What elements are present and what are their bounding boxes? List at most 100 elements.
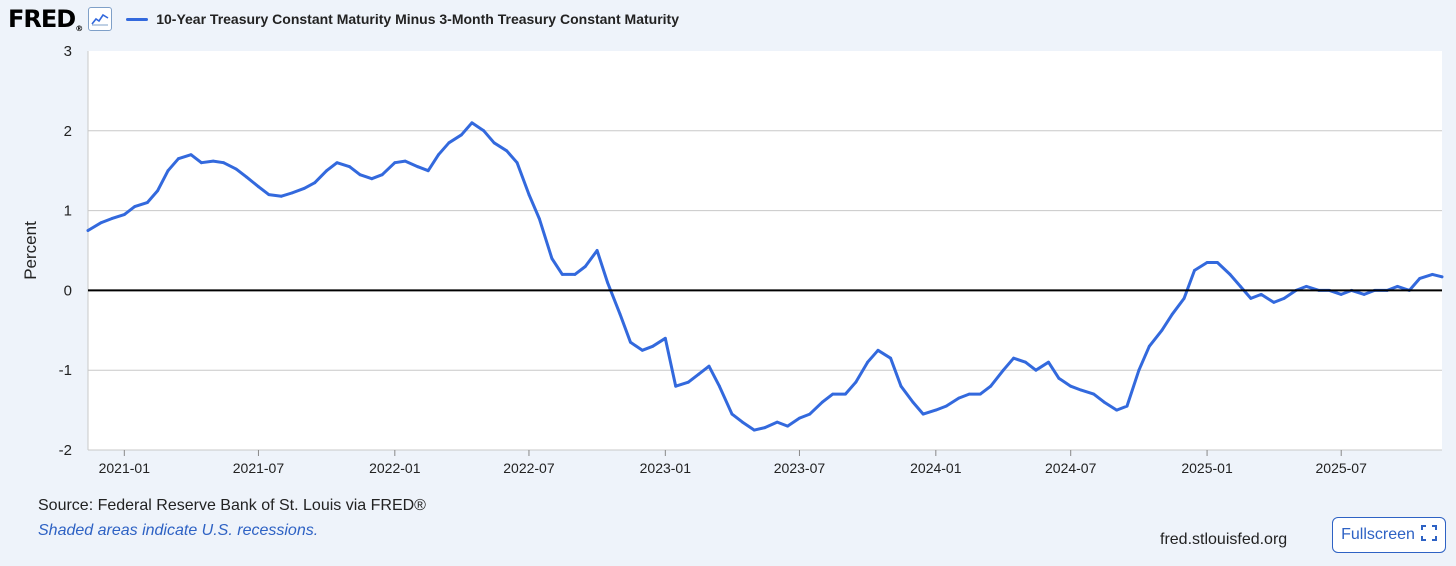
data-point [741,420,744,424]
data-point [1305,285,1308,288]
data-point [752,428,756,432]
data-point [808,412,812,416]
data-point [200,161,203,165]
data-point [899,384,903,388]
expand-icon [1420,524,1437,546]
data-point [133,205,137,209]
data-point [921,412,925,416]
y-tick-label: 2 [64,123,72,140]
fullscreen-label: Fullscreen [1341,526,1415,543]
data-point [1034,368,1038,372]
data-point [537,217,541,221]
data-point [1012,356,1015,360]
data-point [573,273,577,276]
data-point [99,221,103,225]
data-point [844,392,847,396]
data-point [460,133,463,137]
site-link[interactable]: fred.stlouisfed.org [1160,531,1288,548]
data-point [934,408,938,412]
data-point [257,185,260,189]
data-point [335,161,339,165]
data-point [1339,293,1343,296]
data-point [786,424,789,428]
fullscreen-button[interactable]: Fullscreen [1332,517,1446,553]
data-point [911,400,915,404]
data-point [1418,277,1422,280]
chart-header: FRED® 10-Year Treasury Constant Maturity… [8,4,679,34]
data-point [763,426,766,430]
data-point [876,348,880,352]
data-point [280,194,283,198]
data-point [730,412,734,416]
data-point [1249,297,1253,300]
data-point [1182,297,1186,300]
data-point [1160,328,1164,332]
y-tick-label: -2 [59,442,72,459]
data-point [1205,261,1209,264]
data-point [686,380,690,384]
data-point [1057,376,1061,380]
data-point [674,384,678,388]
data-point [403,159,407,163]
data-point [290,191,294,195]
x-tick-label: 2023-07 [774,460,826,476]
data-point [1239,285,1242,288]
data-point [1216,261,1219,264]
data-point [1259,293,1263,296]
data-point [707,364,711,368]
data-point [831,392,835,396]
data-point [697,372,701,376]
data-point [416,165,420,169]
y-tick-label: 1 [64,203,72,220]
line-chart-icon[interactable] [88,7,113,31]
data-point [595,249,599,252]
data-point [989,384,993,388]
data-point [663,336,667,340]
data-point [358,173,362,177]
data-point [447,141,451,145]
data-point [437,153,440,157]
data-point [718,384,721,388]
data-point [583,265,587,268]
x-tick-label: 2024-01 [910,460,962,476]
data-point [86,229,90,232]
data-point [629,340,632,344]
data-point [967,392,971,396]
data-point [889,356,892,360]
x-tick-label: 2021-07 [233,460,285,476]
data-point [505,149,509,153]
data-point [1170,312,1174,316]
data-point [303,186,306,190]
series-title: 10-Year Treasury Constant Maturity Minus… [156,11,679,27]
data-point [798,416,801,420]
fred-logo[interactable]: FRED® [8,5,83,33]
data-point [944,404,948,408]
data-point [1069,384,1073,388]
data-point [234,167,238,171]
x-tick-label: 2021-01 [99,460,151,476]
data-point [245,175,249,179]
data-point [222,161,226,165]
x-tick-label: 2025-07 [1316,460,1368,476]
data-point [866,360,869,364]
data-point [1137,368,1141,372]
x-tick-label: 2024-07 [1045,460,1097,476]
data-point [640,348,644,352]
data-point [978,392,982,396]
data-point [380,173,384,177]
data-point [527,193,531,197]
data-point [1079,388,1083,392]
data-point [606,281,609,284]
data-point [1193,269,1196,272]
data-point [177,157,180,161]
data-point [854,380,858,384]
data-point [1362,293,1366,296]
data-point [1102,400,1106,404]
data-point [110,217,114,221]
data-point [393,161,397,165]
data-point [515,161,519,165]
data-point [145,201,149,205]
y-tick-label: -1 [59,362,72,379]
y-tick-label: 0 [64,282,72,299]
data-point [1147,344,1151,348]
